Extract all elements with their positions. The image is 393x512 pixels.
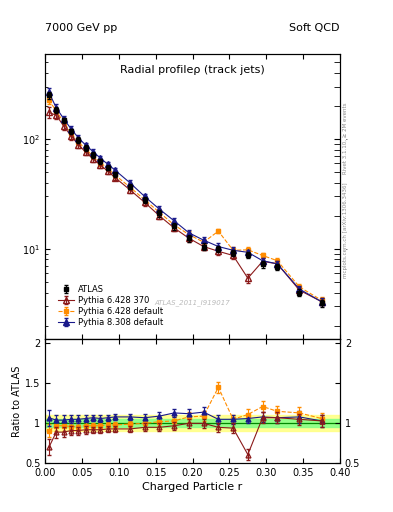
Text: Soft QCD: Soft QCD — [290, 23, 340, 33]
Text: mcplots.cern.ch [arXiv:1306.3436]: mcplots.cern.ch [arXiv:1306.3436] — [343, 183, 347, 278]
Text: ATLAS_2011_I919017: ATLAS_2011_I919017 — [155, 298, 230, 306]
Text: 7000 GeV pp: 7000 GeV pp — [45, 23, 118, 33]
Bar — [45, 415, 340, 431]
X-axis label: Charged Particle r: Charged Particle r — [142, 482, 243, 493]
Text: Radial profileρ (track jets): Radial profileρ (track jets) — [120, 65, 265, 75]
Text: Rivet 3.1.10, ≥ 2M events: Rivet 3.1.10, ≥ 2M events — [343, 102, 347, 174]
Y-axis label: Ratio to ATLAS: Ratio to ATLAS — [12, 366, 22, 437]
Bar — [45, 419, 340, 428]
Legend: ATLAS, Pythia 6.428 370, Pythia 6.428 default, Pythia 8.308 default: ATLAS, Pythia 6.428 370, Pythia 6.428 de… — [55, 282, 165, 329]
